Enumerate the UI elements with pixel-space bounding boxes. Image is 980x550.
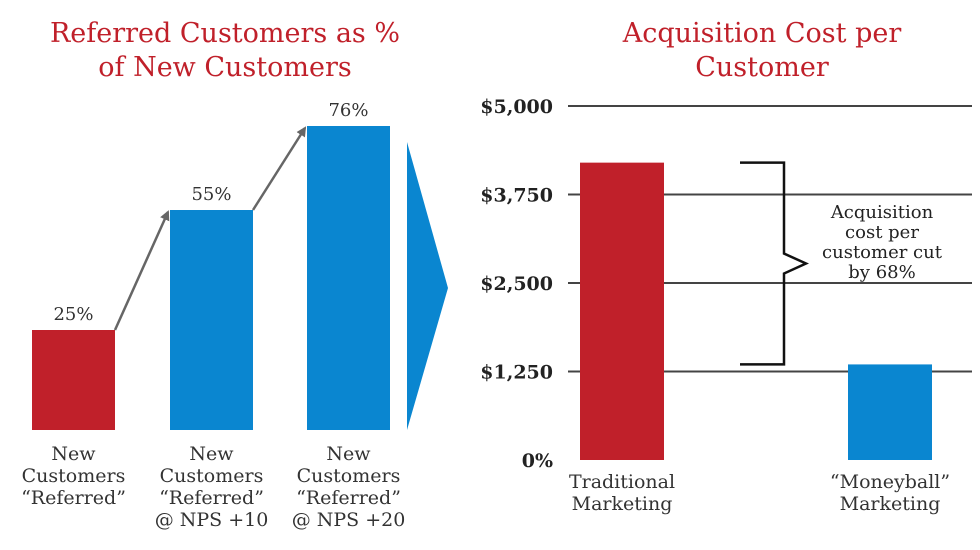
- left-category-label-2-line-4: @ NPS +10: [155, 509, 269, 531]
- right-bar-1: [580, 162, 664, 460]
- left-bar-value-label-3: 76%: [328, 100, 368, 121]
- y-tick-label-4: $3,750: [480, 185, 553, 207]
- right-chart-title-line-1: Acquisition Cost per: [622, 18, 902, 49]
- right-chart-title-line-2: Customer: [695, 52, 829, 83]
- left-category-label-2-line-3: “Referred”: [159, 487, 264, 509]
- annotation-backdrop: [820, 196, 944, 282]
- y-tick-label-3: $2,500: [480, 273, 553, 295]
- left-bar-1: [32, 330, 115, 430]
- left-bar-3: [307, 126, 390, 430]
- left-category-label-3-line-2: Customers: [297, 465, 401, 487]
- left-bar-value-label-1: 25%: [53, 304, 93, 325]
- left-bar-2: [170, 210, 253, 430]
- right-bar-2: [848, 364, 932, 460]
- left-category-label-2-line-1: New: [189, 443, 234, 465]
- reduction-brace: [740, 161, 810, 366]
- right-category-label-1-line-2: Marketing: [572, 493, 673, 515]
- left-category-label-2-line-2: Customers: [160, 465, 264, 487]
- y-tick-label-2: $1,250: [480, 362, 553, 384]
- annotation-line-2: cost per: [845, 222, 919, 243]
- y-tick-label-5: $5,000: [480, 96, 553, 118]
- right-category-label-1-line-1: Traditional: [569, 471, 675, 493]
- y-tick-label-1: 0%: [522, 450, 553, 472]
- left-bar-value-label-2: 55%: [191, 184, 231, 205]
- left-chart-title-line-2: of New Customers: [98, 52, 351, 83]
- right-bar-chart: 0%$1,250$2,500$3,750$5,000TraditionalMar…: [480, 96, 972, 515]
- left-category-label-1-line-1: New: [51, 443, 96, 465]
- left-category-label-3-line-3: “Referred”: [296, 487, 401, 509]
- left-chart-title-line-1: Referred Customers as %: [50, 18, 400, 49]
- left-category-label-3-line-4: @ NPS +20: [292, 509, 406, 531]
- left-category-label-3-line-1: New: [326, 443, 371, 465]
- right-category-label-2-line-2: Marketing: [840, 493, 941, 515]
- right-category-label-2-line-1: “Moneyball”: [830, 471, 950, 493]
- left-bar-chart: 25%NewCustomers“Referred”55%NewCustomers…: [21, 100, 448, 531]
- annotation-line-3: customer cut: [822, 242, 943, 263]
- left-category-label-1-line-3: “Referred”: [21, 487, 126, 509]
- annotation-line-1: Acquisition: [830, 202, 934, 223]
- chevron-right-icon: [407, 142, 448, 430]
- annotation-line-4: by 68%: [848, 262, 915, 283]
- growth-arrow-2: [251, 126, 307, 211]
- growth-arrow-1: [113, 210, 170, 331]
- left-category-label-1-line-2: Customers: [22, 465, 126, 487]
